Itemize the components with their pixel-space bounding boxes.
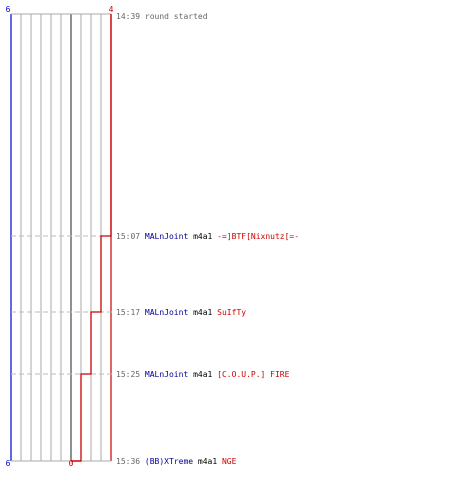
event-label: 14:39 round started bbox=[116, 12, 208, 21]
event-weapon: m4a1 bbox=[193, 370, 217, 379]
event-killer: MALnJoint bbox=[145, 370, 193, 379]
event-label: 15:17 MALnJoint m4a1 SuIfTy bbox=[116, 308, 246, 317]
event-text: round started bbox=[145, 12, 208, 21]
event-victim: [C.O.U.P.] FIRE bbox=[217, 370, 289, 379]
event-weapon: m4a1 bbox=[198, 457, 222, 466]
series-layer bbox=[71, 14, 112, 462]
event-time: 15:07 bbox=[116, 232, 145, 241]
event-victim: -=]BTF[Nixnutz[=- bbox=[217, 232, 299, 241]
left-axis-bottom-label: 6 bbox=[6, 459, 11, 468]
event-guide-lines bbox=[11, 235, 114, 375]
right-axis-bottom-label: 0 bbox=[69, 459, 74, 468]
event-killer: (BB)XTreme bbox=[145, 457, 198, 466]
grid-layer bbox=[10, 13, 112, 462]
event-time: 15:25 bbox=[116, 370, 145, 379]
event-killer: MALnJoint bbox=[145, 232, 193, 241]
event-time: 15:17 bbox=[116, 308, 145, 317]
event-label: 15:36 (BB)XTreme m4a1 NGE bbox=[116, 457, 237, 466]
red-team-series-line bbox=[71, 14, 112, 462]
event-weapon: m4a1 bbox=[193, 232, 217, 241]
event-label: 15:25 MALnJoint m4a1 [C.O.U.P.] FIRE bbox=[116, 370, 290, 379]
event-killer: MALnJoint bbox=[145, 308, 193, 317]
right-axis-top-label: 4 bbox=[109, 5, 114, 14]
event-weapon: m4a1 bbox=[193, 308, 217, 317]
event-labels: 14:39 round started 15:07 MALnJoint m4a1 … bbox=[116, 12, 299, 466]
label-layer: 6 6 4 0 bbox=[6, 5, 114, 468]
event-victim: SuIfTy bbox=[217, 308, 246, 317]
event-victim: NGE bbox=[222, 457, 237, 466]
event-label: 15:07 MALnJoint m4a1 -=]BTF[Nixnutz[=- bbox=[116, 232, 299, 241]
event-time: 15:36 bbox=[116, 457, 145, 466]
event-time: 14:39 bbox=[116, 12, 145, 21]
left-axis-top-label: 6 bbox=[6, 5, 11, 14]
